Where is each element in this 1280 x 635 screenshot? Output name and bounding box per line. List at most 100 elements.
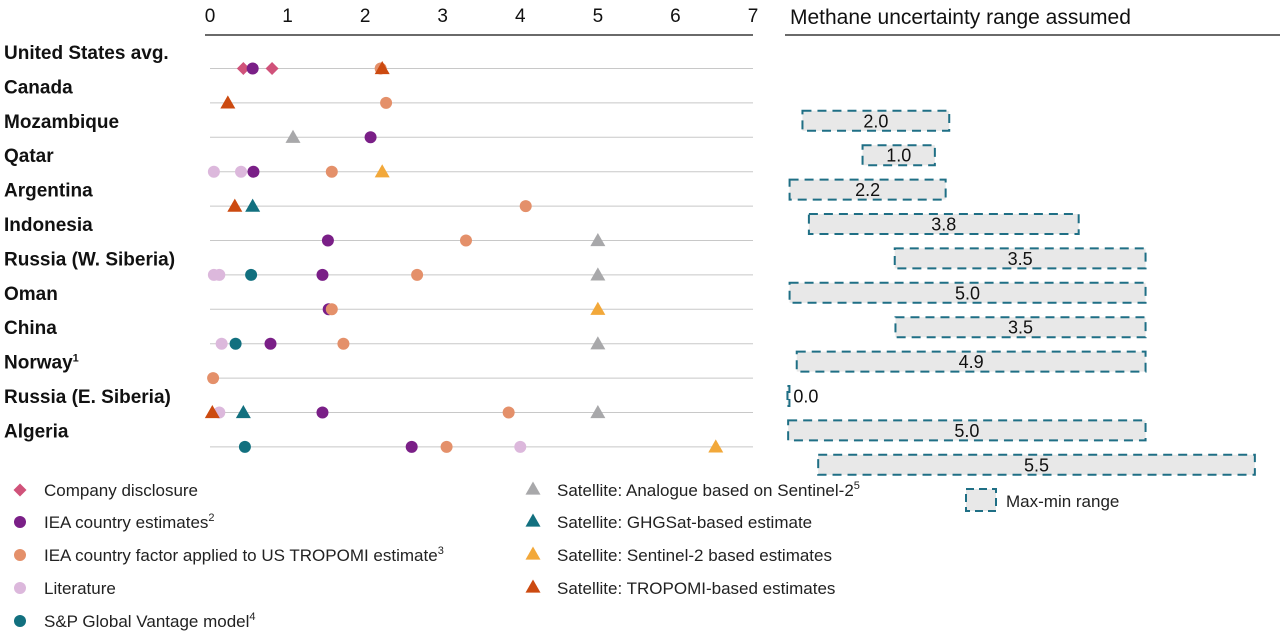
range-box [801,109,951,132]
legend-marker [14,516,26,528]
legend-label: Satellite: Analogue based on Sentinel-25 [557,480,860,500]
data-point [440,440,453,453]
range-value-label: 0.0 [793,387,818,407]
data-point [246,62,259,75]
category-label: Mozambique [4,112,119,133]
range-box [788,178,947,201]
category-label: Canada [4,77,73,98]
range-value-label: 5.5 [1024,455,1049,475]
data-point [316,268,329,281]
data-point [235,165,248,178]
x-tick-label: 0 [205,6,216,27]
legend-marker [14,549,26,561]
data-point [245,268,258,281]
range-value-label: 2.0 [863,111,888,131]
data-point [229,337,242,350]
legend-label: Satellite: TROPOMI-based estimates [557,579,835,598]
data-point [325,165,338,178]
data-point [285,129,301,143]
x-tick-label: 1 [282,6,293,27]
data-point [459,234,472,247]
category-label: Indonesia [4,215,93,236]
range-value-label: 1.0 [886,146,911,166]
category-label: Russia (E. Siberia) [4,387,171,408]
data-point [213,268,226,281]
data-point [247,165,260,178]
range-value-label: 5.0 [955,283,980,303]
range-value-label: 4.9 [959,352,984,372]
data-point [264,337,277,350]
range-value-label: 2.2 [855,180,880,200]
row-gridlines [210,68,753,448]
range-bars: 2.0 1.0 2.2 3.8 3.5 5.0 3.5 4.9 0.0 5.0 5.5 [786,109,1256,476]
data-point [337,337,350,350]
range-value-label: 3.8 [931,215,956,235]
legend-label: S&P Global Vantage model4 [44,611,256,631]
data-point [321,234,334,247]
data-point [220,95,236,109]
legend-label: IEA country factor applied to US TROPOMI… [44,545,444,565]
data-point [235,405,251,419]
category-label: Argentina [4,181,93,202]
legend-marker [525,481,541,495]
x-tick-label: 6 [670,6,681,27]
data-point [204,405,220,419]
range-box [861,144,936,167]
data-point [514,440,527,453]
legend-marker [525,579,541,593]
legend-label: Satellite: Sentinel-2 based estimates [557,546,832,565]
data-point [380,96,393,109]
range-value-label: 3.5 [1008,249,1033,269]
data-point [215,337,228,350]
data-point [590,233,606,247]
legend: Company disclosure IEA country estimates2… [13,480,1119,631]
data-point [265,62,279,75]
legend-marker [525,546,541,560]
category-labels: United States avg. Canada Mozambique Qatar A… [4,43,175,442]
x-tick-label: 4 [515,6,526,27]
data-point [405,440,418,453]
category-label: Russia (W. Siberia) [4,249,175,270]
data-point [238,440,251,453]
category-label: United States avg. [4,43,169,64]
panel-title: Methane uncertainty range assumed [790,6,1131,29]
range-box [795,350,1147,373]
category-label: Oman [4,284,58,305]
legend-range-label: Max-min range [1006,492,1119,511]
data-point [364,131,377,144]
data-point [207,372,220,385]
data-point [325,303,338,316]
data-point [590,336,606,350]
x-tick-label: 2 [360,6,371,27]
data-point [227,198,243,212]
range-box [894,316,1147,339]
data-point [411,268,424,281]
legend-marker [13,483,27,497]
data-point [245,198,261,212]
data-point [207,165,220,178]
x-axis: 0 1 2 3 4 5 6 7 [205,6,759,36]
data-point [519,200,532,213]
range-value-label: 3.5 [1008,318,1033,338]
data-point [374,164,390,178]
x-tick-label: 3 [437,6,448,27]
range-box [807,213,1080,235]
data-point [590,267,606,281]
category-label: Norway1 [4,353,79,374]
data-point [708,439,724,453]
category-label: Algeria [4,421,69,442]
legend-marker [14,615,26,627]
category-label: Qatar [4,146,54,167]
legend-range-swatch [965,488,997,512]
range-box [787,419,1147,442]
category-label: China [4,318,57,339]
x-tick-label: 7 [748,6,759,27]
range-box [817,453,1256,476]
x-tick-label: 5 [593,6,604,27]
range-box [788,281,1147,304]
data-point [590,405,606,419]
range-box [893,247,1147,270]
data-point [236,62,250,75]
data-point [316,406,329,419]
